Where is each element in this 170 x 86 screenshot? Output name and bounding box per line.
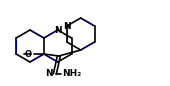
Text: NH₂: NH₂ [62,69,81,79]
Text: O: O [25,50,32,58]
Text: N: N [45,69,53,79]
Text: N: N [63,22,71,31]
Text: N: N [54,26,62,34]
